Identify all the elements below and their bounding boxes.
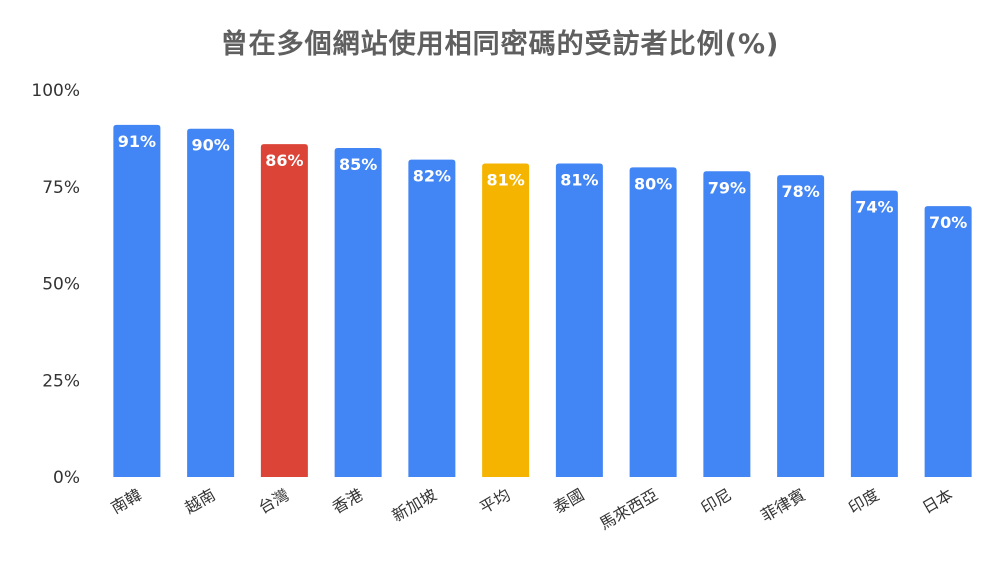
x-axis: 南韓 越南 台灣 香港 新加坡 平均 泰國 馬來西亞 印尼 菲律賓 印度 日本 (108, 485, 956, 533)
bar (703, 171, 751, 477)
x-tick-label: 菲律賓 (758, 485, 809, 525)
bars: 91% 90% 86% 85% 82% 81% 81% 80% 79% 78% 74% 70% (113, 124, 972, 478)
data-label: 81% (560, 171, 598, 190)
data-label: 70% (929, 213, 967, 232)
data-label: 81% (486, 171, 524, 190)
bar (924, 206, 972, 477)
x-tick-label: 平均 (476, 485, 513, 517)
y-tick-label: 50% (42, 275, 80, 295)
y-tick-label: 25% (42, 371, 80, 391)
bar (777, 175, 825, 477)
y-tick-label: 0% (53, 468, 80, 488)
data-label: 86% (265, 151, 303, 170)
x-tick-label: 南韓 (108, 485, 145, 517)
bar (482, 163, 530, 477)
bar (260, 144, 308, 477)
x-tick-label: 印度 (845, 485, 882, 517)
data-label: 80% (634, 174, 672, 193)
data-label: 82% (413, 167, 451, 186)
x-tick-label: 日本 (919, 485, 956, 517)
data-label: 79% (708, 178, 746, 197)
x-tick-label: 香港 (329, 485, 366, 517)
chart-title: 曾在多個網站使用相同密碼的受訪者比例(%) (220, 29, 780, 60)
bar (113, 124, 161, 477)
x-tick-label: 台灣 (255, 485, 292, 517)
y-axis: 0% 25% 50% 75% 100% (31, 81, 80, 488)
x-tick-label: 泰國 (550, 485, 587, 517)
bar (555, 163, 603, 477)
x-tick-label: 印尼 (698, 485, 735, 517)
bar (850, 190, 898, 477)
data-label: 85% (339, 155, 377, 174)
bar (334, 148, 382, 478)
x-tick-label: 越南 (181, 485, 218, 517)
data-label: 78% (781, 182, 819, 201)
y-tick-label: 100% (31, 81, 80, 101)
x-tick-label: 新加坡 (389, 485, 440, 525)
y-tick-label: 75% (42, 178, 80, 198)
bar (629, 167, 677, 477)
data-label: 90% (191, 136, 229, 155)
x-tick-label: 馬來西亞 (596, 485, 661, 533)
bar (408, 159, 456, 477)
bar (187, 128, 235, 477)
data-label: 91% (118, 132, 156, 151)
data-label: 74% (855, 198, 893, 217)
